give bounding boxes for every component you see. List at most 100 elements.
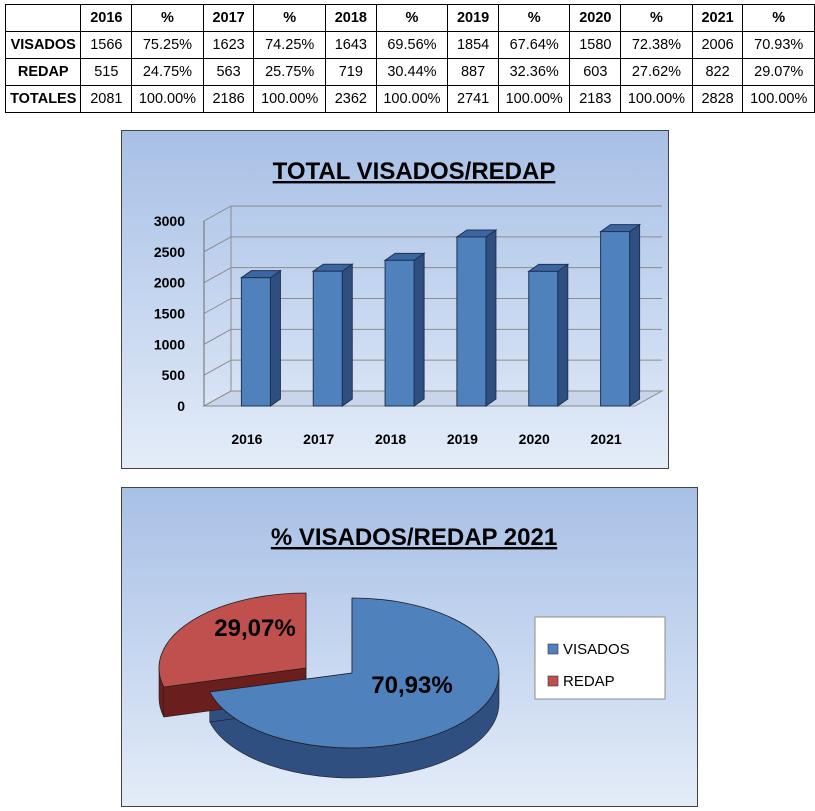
- pie-data-label: 70,93%: [371, 672, 452, 699]
- gridline-side: [203, 236, 232, 253]
- bar-front: [528, 270, 559, 407]
- bar-front: [240, 277, 271, 407]
- table-cell: 100.00%: [497, 85, 571, 113]
- legend-label: VISADOS: [563, 641, 630, 658]
- gridline-side: [203, 267, 232, 284]
- bar: [527, 263, 570, 407]
- pie-slice-visados: [209, 597, 500, 749]
- x-tick-label: 2019: [447, 431, 478, 447]
- table-header-row: 2016% 2017% 2018% 2019% 2020% 2021%: [4, 4, 815, 32]
- table-cell: 2362: [324, 85, 377, 113]
- table-header-cell: %: [497, 4, 571, 32]
- bar-chart-title: TOTAL VISADOS/REDAP: [273, 158, 556, 185]
- table-cell: 69.56%: [375, 31, 449, 59]
- bar-chart: TOTAL VISADOS/REDAP 0 500 1000 1500 2000 2500…: [154, 158, 664, 447]
- pie-chart-title: % VISADOS/REDAP 2021: [271, 524, 557, 551]
- table-cell: 72.38%: [620, 31, 693, 59]
- bar: [455, 229, 498, 407]
- y-tick-label: 500: [162, 367, 186, 383]
- y-tick-label: 1500: [154, 306, 185, 322]
- y-tick-label: 3000: [154, 213, 185, 229]
- bar-chart-x-axis: 2016 2017 2018 2019 2020 2021: [231, 431, 622, 447]
- gridline-side: [203, 328, 232, 345]
- bar-front: [312, 270, 343, 407]
- pie-slice-redap: [158, 592, 307, 688]
- table-cell: 100.00%: [742, 85, 815, 113]
- bar: [383, 252, 426, 407]
- y-tick-label: 1000: [154, 336, 185, 352]
- bar-chart-y-axis: 0 500 1000 1500 2000 2500 3000: [154, 213, 185, 414]
- table-row: TOTALES 2081 100.00% 2186 100.00% 2362 100.00%…: [4, 85, 815, 113]
- data-table: 2016% 2017% 2018% 2019% 2020% 2021% VISADOS 15…: [4, 4, 815, 113]
- bar-front: [600, 231, 631, 407]
- table-row-label: VISADOS: [4, 31, 82, 59]
- table-cell: 1623: [202, 31, 255, 59]
- table-cell: 100.00%: [620, 85, 693, 113]
- table-cell: 2828: [691, 85, 744, 113]
- table-cell: 1580: [569, 31, 622, 59]
- table-row: VISADOS 1566 75.25% 1623 74.25% 1643 69.56% 185…: [4, 31, 815, 59]
- table-cell: 30.44%: [375, 58, 449, 86]
- bar: [311, 263, 354, 407]
- bar-side: [341, 263, 353, 407]
- table-cell: 100.00%: [375, 85, 449, 113]
- bar-side: [413, 252, 425, 407]
- table-cell: 2186: [202, 85, 255, 113]
- x-tick-label: 2020: [519, 431, 550, 447]
- table-cell: 70.93%: [742, 31, 815, 59]
- table-header-cell: 2018: [324, 4, 377, 32]
- table-cell: 24.75%: [131, 58, 204, 86]
- table-header-cell: 2019: [447, 4, 499, 32]
- table-cell: 74.25%: [253, 31, 326, 59]
- bar-front: [384, 259, 415, 407]
- x-tick-label: 2021: [591, 431, 622, 447]
- table-header-cell: 2021: [691, 4, 744, 32]
- pie-chart-panel: % VISADOS/REDAP 2021 70,93% 29,07% VISADO…: [121, 487, 698, 807]
- table-corner-cell: [4, 4, 82, 32]
- table-row: REDAP 515 24.75% 563 25.75% 719 30.44% 887 32.36…: [4, 58, 815, 86]
- bar-side: [485, 229, 497, 407]
- y-tick-label: 2000: [154, 275, 185, 291]
- x-tick-label: 2018: [375, 431, 406, 447]
- table-cell: 100.00%: [131, 85, 204, 113]
- table-row-label: REDAP: [4, 58, 82, 86]
- table-cell: 822: [691, 58, 744, 86]
- table-row-label: TOTALES: [4, 85, 82, 113]
- table-header-cell: 2017: [202, 4, 255, 32]
- legend-swatch: [547, 675, 559, 687]
- bar-chart-panel: TOTAL VISADOS/REDAP 0 500 1000 1500 2000 2500…: [121, 130, 669, 469]
- table-header-cell: 2016: [80, 4, 133, 32]
- table-header-cell: %: [131, 4, 204, 32]
- table-cell: 2183: [569, 85, 622, 113]
- table-cell: 563: [202, 58, 255, 86]
- table-header-cell: %: [375, 4, 449, 32]
- y-tick-label: 2500: [154, 244, 185, 260]
- table-cell: 32.36%: [497, 58, 571, 86]
- table-header-cell: %: [742, 4, 815, 32]
- table-cell: 1854: [447, 31, 499, 59]
- pie-chart: % VISADOS/REDAP 2021 70,93% 29,07% VISADO…: [158, 524, 666, 779]
- legend-label: REDAP: [563, 673, 615, 690]
- gridline-side: [203, 359, 232, 376]
- table-cell: 100.00%: [253, 85, 326, 113]
- pie-data-label: 29,07%: [214, 615, 295, 642]
- bar-side: [269, 269, 281, 407]
- x-tick-label: 2016: [231, 431, 262, 447]
- table-header-cell: %: [253, 4, 326, 32]
- legend-item: REDAP: [547, 673, 615, 690]
- bar: [239, 269, 283, 407]
- table-header-cell: 2020: [569, 4, 622, 32]
- y-tick-label: 0: [177, 398, 185, 414]
- table-cell: 887: [447, 58, 499, 86]
- table-cell: 2741: [447, 85, 499, 113]
- gridline-side: [203, 298, 232, 314]
- table-header-cell: %: [620, 4, 693, 32]
- legend-item: VISADOS: [547, 641, 630, 658]
- table-cell: 2081: [80, 85, 133, 113]
- table-cell: 1566: [80, 31, 133, 59]
- table-cell: 603: [569, 58, 622, 86]
- table-cell: 67.64%: [497, 31, 571, 59]
- pie-chart-legend: VISADOS REDAP: [534, 616, 666, 700]
- gridline-side: [203, 205, 232, 222]
- pie-chart-slices: [158, 592, 500, 779]
